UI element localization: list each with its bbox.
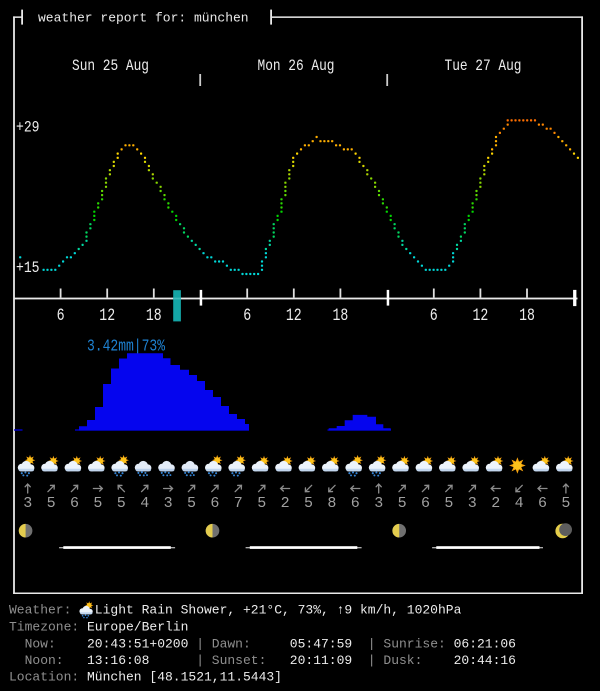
svg-text:3.42mm|73%: 3.42mm|73% xyxy=(87,337,165,356)
svg-text:5: 5 xyxy=(444,495,453,512)
svg-text:5: 5 xyxy=(304,495,313,512)
svg-text:6: 6 xyxy=(421,495,430,512)
svg-text:5: 5 xyxy=(117,495,126,512)
svg-text:6: 6 xyxy=(70,495,79,512)
svg-text:18: 18 xyxy=(519,306,535,326)
svg-text:Location:: Location: xyxy=(9,670,79,685)
svg-text:5: 5 xyxy=(561,495,570,512)
svg-text:3: 3 xyxy=(23,495,32,512)
svg-text:5: 5 xyxy=(257,495,266,512)
svg-text:20:43:51+0200: 20:43:51+0200 xyxy=(87,637,188,652)
svg-text:Timezone:: Timezone: xyxy=(9,620,79,635)
svg-text:München [48.1521,11.5443]: München [48.1521,11.5443] xyxy=(87,670,282,685)
svg-text:| Dawn:: | Dawn: xyxy=(196,637,251,652)
svg-text:5: 5 xyxy=(47,495,56,512)
svg-text:5: 5 xyxy=(187,495,196,512)
svg-text:6: 6 xyxy=(538,495,547,512)
svg-text:+15: +15 xyxy=(16,259,40,277)
svg-text:05:47:59: 05:47:59 xyxy=(290,637,352,652)
svg-text:5: 5 xyxy=(93,495,102,512)
svg-text:2: 2 xyxy=(281,495,290,512)
svg-text:| Sunset:: | Sunset: xyxy=(196,653,266,668)
svg-text:6: 6 xyxy=(57,306,65,326)
svg-text:12: 12 xyxy=(286,306,302,326)
svg-text:6: 6 xyxy=(430,306,438,326)
svg-text:Light Rain Shower, +21°C, 73%,: Light Rain Shower, +21°C, 73%, ↑9 km/h, … xyxy=(95,603,462,618)
svg-text:| Sunrise:: | Sunrise: xyxy=(368,637,446,652)
svg-text:20:44:16: 20:44:16 xyxy=(454,653,516,668)
svg-text:Now:: Now: xyxy=(25,637,56,652)
svg-text:Noon:: Noon: xyxy=(25,653,64,668)
svg-text:12: 12 xyxy=(473,306,489,326)
svg-text:Mon 26 Aug: Mon 26 Aug xyxy=(258,57,335,75)
svg-text:3: 3 xyxy=(164,495,173,512)
svg-text:5: 5 xyxy=(398,495,407,512)
svg-text:13:16:08: 13:16:08 xyxy=(87,653,149,668)
svg-text:6: 6 xyxy=(351,495,360,512)
svg-text:12: 12 xyxy=(99,306,115,326)
svg-text:| Dusk:: | Dusk: xyxy=(368,653,423,668)
svg-text:4: 4 xyxy=(140,495,149,512)
svg-text:18: 18 xyxy=(333,306,349,326)
svg-text:06:21:06: 06:21:06 xyxy=(454,637,516,652)
svg-text:3: 3 xyxy=(468,495,477,512)
svg-text:3: 3 xyxy=(374,495,383,512)
svg-text:Europe/Berlin: Europe/Berlin xyxy=(87,620,188,635)
svg-text:4: 4 xyxy=(515,495,524,512)
svg-text:weather report for: münchen: weather report for: münchen xyxy=(38,11,249,26)
svg-text:20:11:09: 20:11:09 xyxy=(290,653,352,668)
svg-text:Weather:: Weather: xyxy=(9,603,71,618)
svg-text:Tue 27 Aug: Tue 27 Aug xyxy=(445,57,522,75)
svg-text:8: 8 xyxy=(327,495,336,512)
svg-text:6: 6 xyxy=(210,495,219,512)
svg-text:+29: +29 xyxy=(16,119,40,137)
svg-text:18: 18 xyxy=(146,306,162,326)
svg-text:2: 2 xyxy=(491,495,500,512)
svg-text:7: 7 xyxy=(234,495,243,512)
svg-text:Sun 25 Aug: Sun 25 Aug xyxy=(72,57,149,75)
svg-text:6: 6 xyxy=(243,306,251,326)
